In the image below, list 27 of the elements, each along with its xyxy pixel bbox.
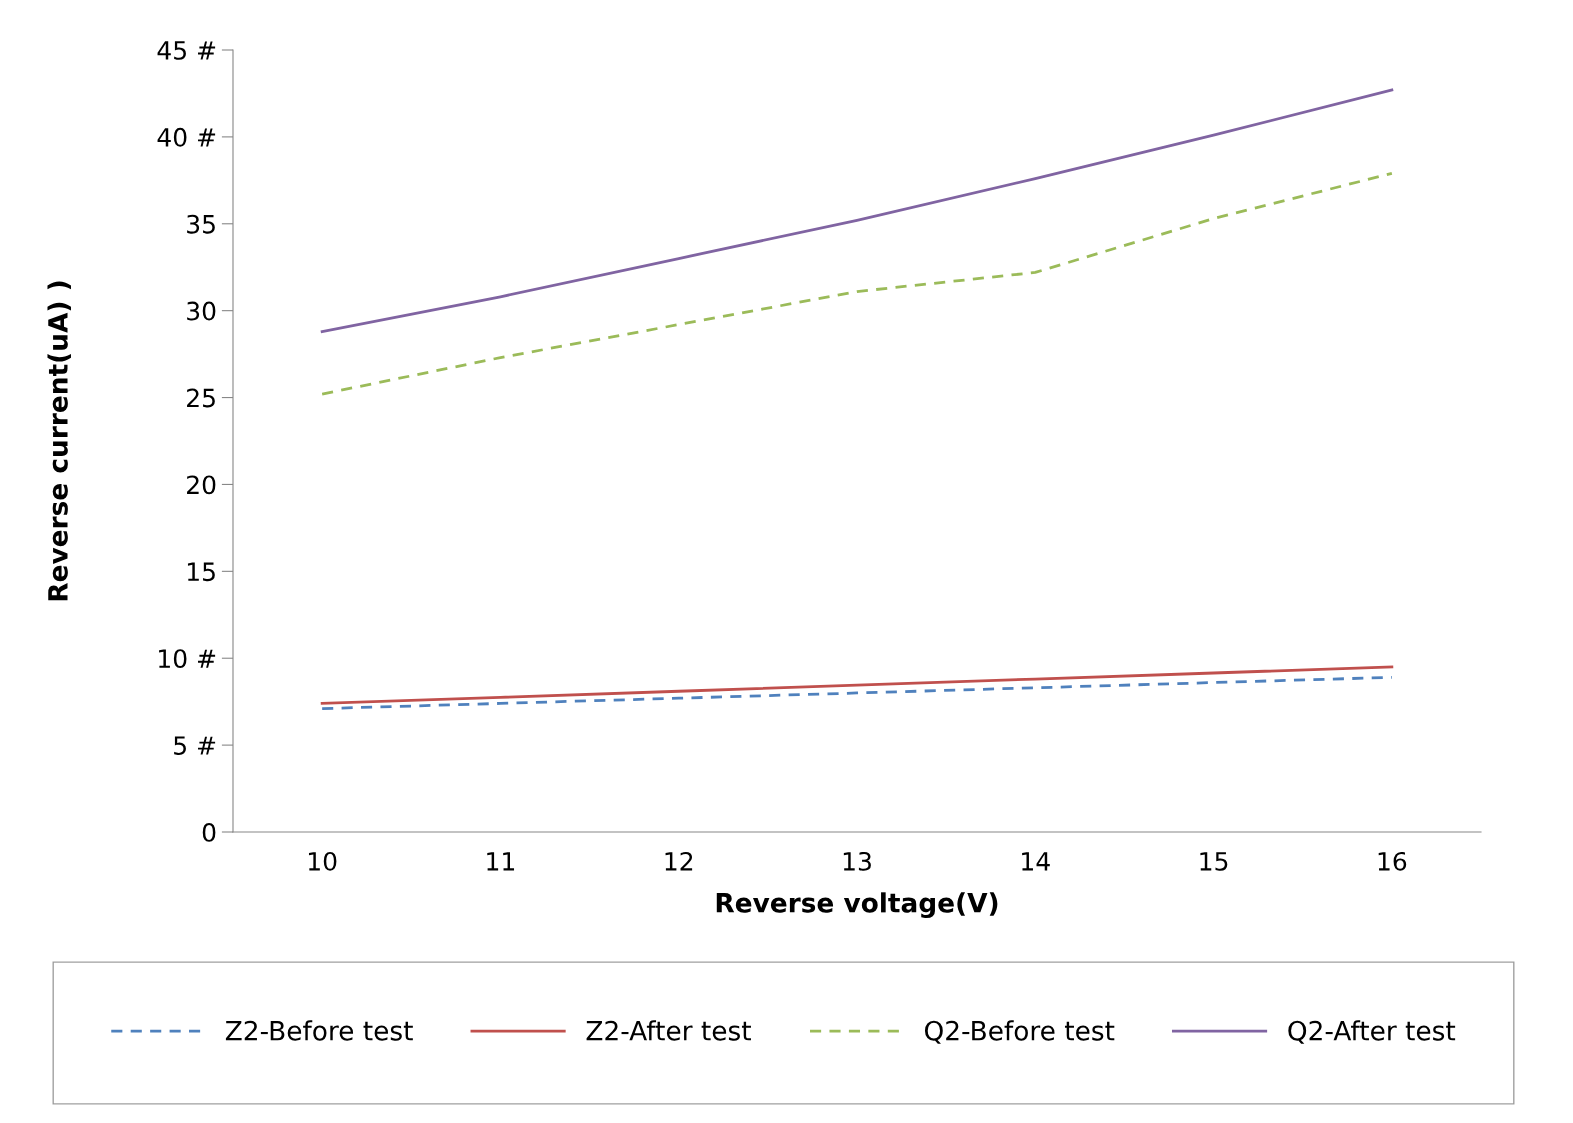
y-tick-label: 15: [187, 562, 215, 582]
y-tick-label: 35: [187, 214, 215, 234]
x-tick-label: 13: [843, 851, 871, 871]
y-tick-label: 10 #: [159, 649, 216, 669]
x-axis-title: Reverse voltage(V): [716, 892, 998, 919]
y-axis-title: Reverse current(uA) ): [47, 281, 71, 601]
legend-label: Z2-Before test: [225, 1020, 413, 1041]
y-tick-label: 45 #: [157, 41, 216, 60]
y-tick-label: 25: [187, 388, 215, 408]
y-tick-label: 0: [202, 822, 216, 842]
x-tick-label: 15: [1200, 852, 1228, 871]
line-series: [320, 675, 1394, 711]
line-series: [320, 88, 1394, 333]
x-tick-label: 10: [308, 851, 337, 871]
legend-label: Z2-After test: [586, 1020, 751, 1041]
y-tick-label: 5 #: [174, 736, 216, 755]
line-series: [320, 665, 1394, 705]
x-tick-label: 14: [1022, 852, 1050, 871]
y-tick-label: 20: [187, 475, 216, 495]
line-series: [320, 171, 1394, 396]
y-tick-label: 30: [187, 301, 216, 321]
x-tick-label: 16: [1378, 851, 1407, 871]
x-tick-label: 12: [665, 851, 693, 871]
y-tick-label: 40 #: [157, 127, 216, 147]
x-tick-label: 11: [487, 852, 515, 871]
legend-label: Q2-Before test: [924, 1020, 1115, 1044]
legend-label: Q2-After test: [1288, 1020, 1456, 1044]
